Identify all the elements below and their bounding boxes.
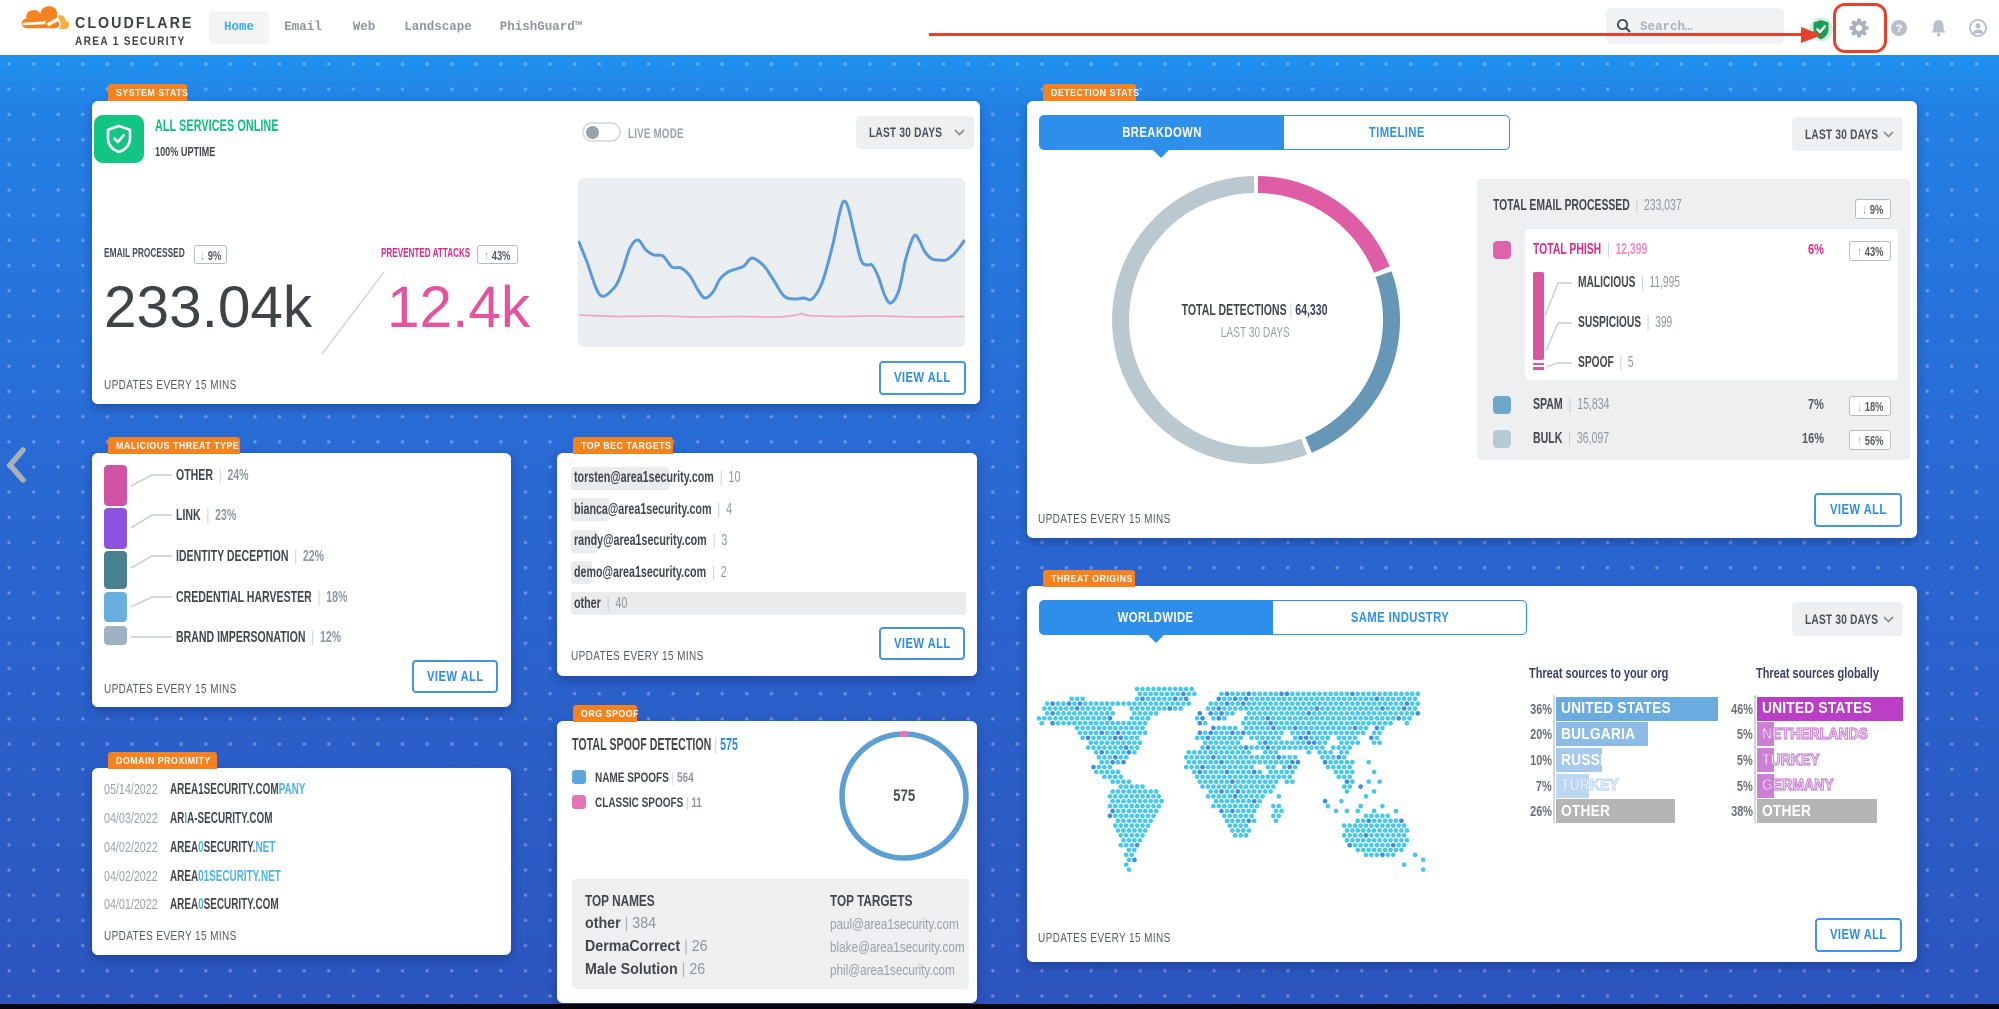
svg-text:?: ? (1896, 23, 1903, 35)
